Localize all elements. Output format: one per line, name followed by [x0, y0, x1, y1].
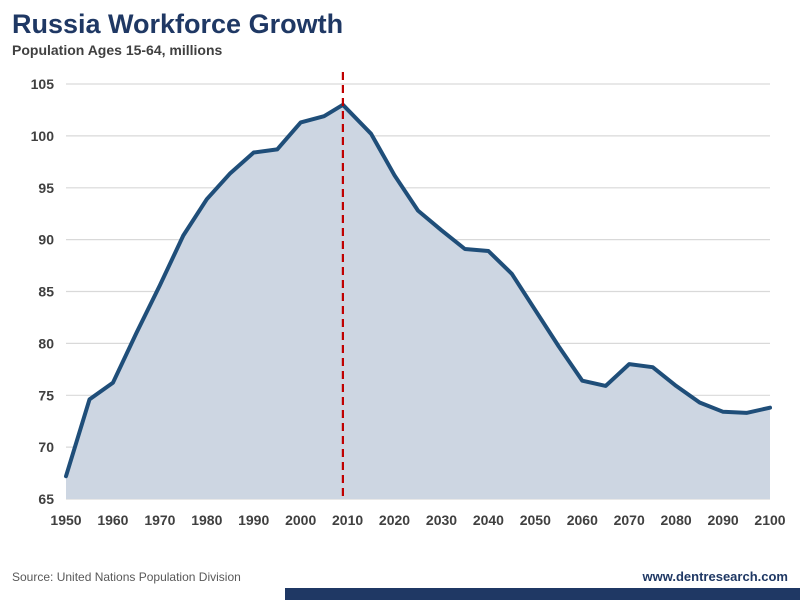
svg-text:2090: 2090: [708, 512, 739, 528]
svg-text:75: 75: [38, 388, 54, 404]
svg-text:2100: 2100: [754, 512, 785, 528]
page-title: Russia Workforce Growth: [12, 9, 344, 39]
svg-text:2010: 2010: [332, 512, 363, 528]
svg-text:1970: 1970: [144, 512, 175, 528]
svg-text:1960: 1960: [97, 512, 128, 528]
svg-text:2080: 2080: [661, 512, 692, 528]
area-chart: 65 70 75 80 85 90 95 100 105 1950 1960 1970 1980 1990…: [0, 64, 800, 554]
svg-text:70: 70: [38, 439, 54, 455]
footer: Source: United Nations Population Divisi…: [0, 569, 800, 584]
svg-text:1980: 1980: [191, 512, 222, 528]
svg-text:100: 100: [31, 128, 55, 144]
svg-text:95: 95: [38, 180, 54, 196]
page-subtitle: Population Ages 15-64, millions: [12, 42, 223, 59]
bottom-accent-bar: [285, 588, 800, 600]
svg-text:80: 80: [38, 336, 54, 352]
svg-text:2020: 2020: [379, 512, 410, 528]
svg-text:2040: 2040: [473, 512, 504, 528]
source-note: Source: United Nations Population Divisi…: [12, 570, 241, 584]
svg-text:2030: 2030: [426, 512, 457, 528]
svg-text:85: 85: [38, 284, 54, 300]
svg-text:65: 65: [38, 491, 54, 507]
svg-text:2070: 2070: [614, 512, 645, 528]
chart-header: Russia Workforce Growth Population Ages …: [0, 0, 800, 58]
svg-text:105: 105: [31, 76, 55, 92]
svg-text:1950: 1950: [50, 512, 81, 528]
chart-canvas: 65 70 75 80 85 90 95 100 105 1950 1960 1970 1980 1990…: [31, 72, 786, 528]
svg-text:2050: 2050: [520, 512, 551, 528]
website-link[interactable]: www.dentresearch.com: [642, 569, 788, 584]
svg-text:1990: 1990: [238, 512, 269, 528]
svg-text:2000: 2000: [285, 512, 316, 528]
svg-text:90: 90: [38, 232, 54, 248]
svg-text:2060: 2060: [567, 512, 598, 528]
